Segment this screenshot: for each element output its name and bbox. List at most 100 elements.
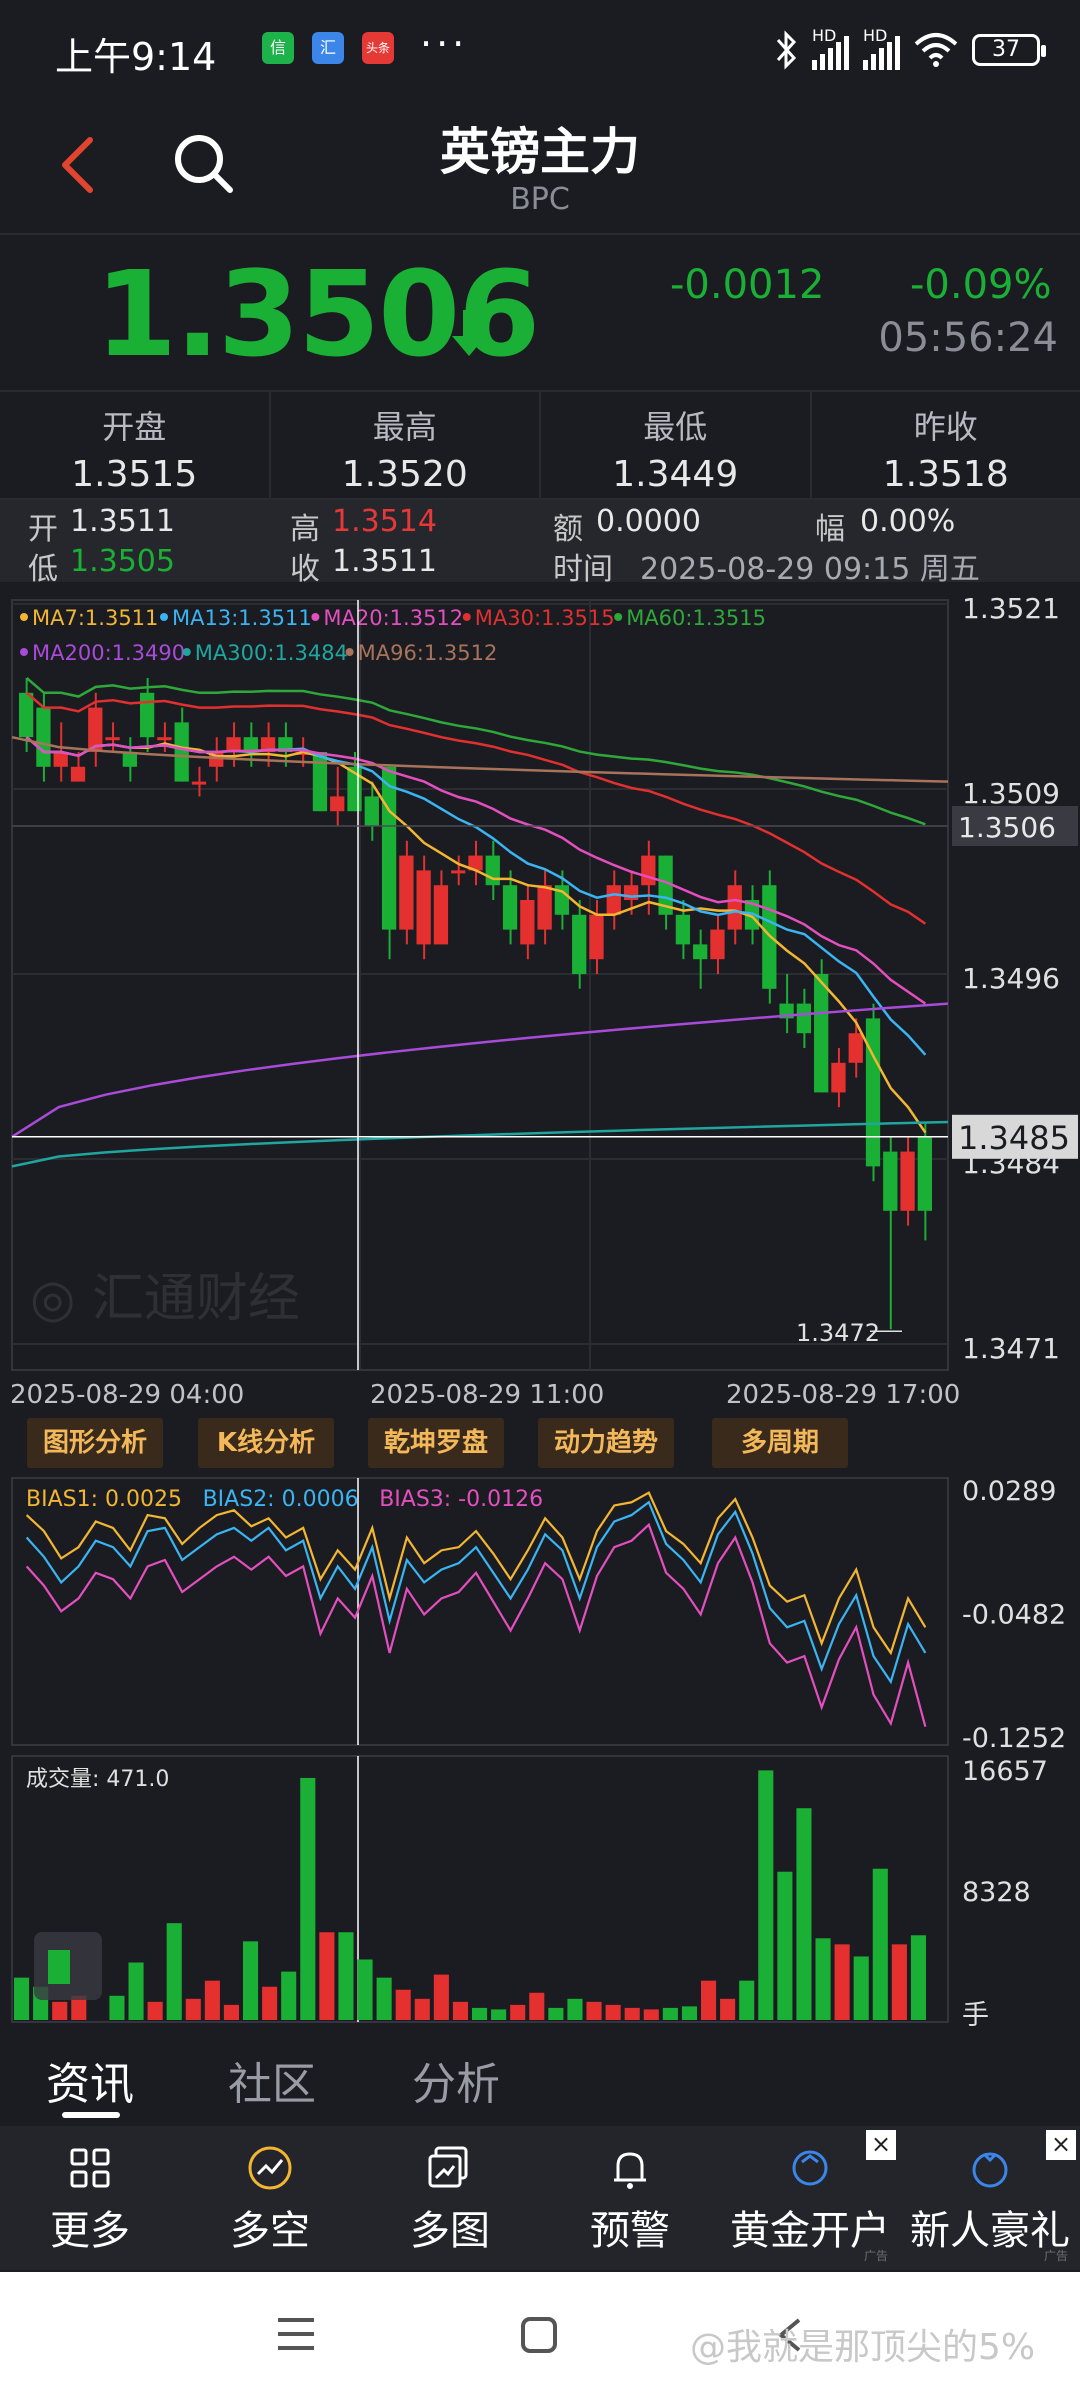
current-price-tag: 1.3506 [958, 811, 1056, 844]
ohlc-summary: 开盘 1.3515 最高 1.3520 最低 1.3449 昨收 1.3518 [0, 390, 1080, 500]
search-icon[interactable] [168, 128, 240, 200]
close-ad-icon[interactable]: × [866, 2130, 896, 2160]
candlestick-panel: 1.35211.35091.34961.34841.34712025-08-29… [10, 592, 1078, 1410]
home-icon[interactable] [520, 2316, 558, 2354]
volume-bar [52, 2001, 68, 2020]
toolbar-alert[interactable]: 预警 [540, 2126, 720, 2270]
candle-body [105, 737, 120, 741]
low-marker-label: 1.3472 [796, 1319, 880, 1347]
toolbar-longshort-label: 多空 [230, 2208, 310, 2254]
bell-icon [614, 2152, 646, 2189]
menu-icon[interactable] [276, 2316, 316, 2352]
drag-handle-icon-bar [48, 1950, 70, 1984]
candle-body [900, 1151, 915, 1211]
candle-body [572, 914, 587, 974]
info-amp: 0.00% [860, 504, 956, 539]
kline-chart[interactable]: 1.35211.35091.34961.34841.34712025-08-29… [0, 590, 1080, 2030]
bar-info-strip: 开 1.3511 高 1.3514 额 0.0000 幅 0.00% 低 1.3… [0, 500, 1080, 587]
quote-time: 05:56:24 [878, 315, 1058, 361]
volume-bar [281, 1971, 297, 2020]
candle-body [606, 885, 621, 915]
candle-body [157, 737, 172, 741]
volume-unit: 手 [962, 2000, 989, 2030]
volume-bar [643, 2009, 659, 2020]
candle-body [693, 944, 708, 960]
bias-panel-frame [11, 1477, 949, 1746]
legend-dot [462, 613, 471, 621]
ohlc-high-label: 最高 [372, 408, 437, 446]
toolbar-longshort[interactable]: 多空 [180, 2126, 360, 2270]
candle-body [883, 1151, 898, 1211]
main-panel-frame [11, 599, 949, 1371]
main-y-tick: 1.3496 [962, 962, 1060, 995]
candle-body [191, 781, 207, 785]
kline-analysis-button[interactable]: K线分析 [198, 1418, 334, 1468]
bias-line [25, 1500, 927, 1685]
content-tabs: 资讯 社区 分析 [0, 2040, 1080, 2120]
candle-body [710, 929, 725, 960]
candle-body [70, 766, 86, 782]
bottom-toolbar: 更多 多空 多图 预警 黄金开户 × 广告 新人豪礼 × 广告 [0, 2126, 1080, 2270]
candle-body [226, 737, 241, 752]
back-icon[interactable] [775, 2316, 805, 2354]
candle-body [36, 707, 51, 767]
legend-entry: MA20:1.3512 [323, 606, 463, 630]
compass-button[interactable]: 乾坤罗盘 [368, 1418, 504, 1468]
volume-bar [548, 2007, 564, 2020]
tab-analysis[interactable]: 分析 [412, 2059, 500, 2110]
volume-bar [567, 1998, 583, 2020]
volume-bar [910, 1935, 926, 2020]
candle-body [623, 885, 639, 900]
volume-bar [433, 1974, 449, 2020]
chart-watermark: ◎ 汇通财经 [30, 1269, 300, 1329]
info-high-label: 高 [290, 512, 320, 547]
candle-body [917, 1136, 932, 1211]
volume-bar [376, 1977, 392, 2020]
page-title: 英镑主力 [440, 123, 640, 181]
main-x-tick: 2025-08-29 17:00 [726, 1380, 960, 1410]
tab-community[interactable]: 社区 [228, 2059, 316, 2110]
ma-line [25, 736, 927, 1005]
back-arrow-icon[interactable] [50, 130, 110, 200]
bluetooth-icon [776, 30, 797, 70]
candle-body [295, 752, 310, 755]
multi-period-button[interactable]: 多周期 [712, 1418, 848, 1468]
momentum-trend-button[interactable]: 动力趋势 [538, 1418, 674, 1468]
legend-entry: MA30:1.3515 [475, 606, 615, 630]
volume-bar [204, 1980, 220, 2020]
toolbar-multichart[interactable]: 多图 [360, 2126, 540, 2270]
pattern-analysis-button[interactable]: 图形分析 [27, 1418, 163, 1468]
bias-panel: 0.0289 -0.0482 -0.1252 BIAS1: 0.0025 BIAS2: … [11, 1476, 1066, 1754]
ohlc-prev-close: 昨收 1.3518 [812, 392, 1080, 498]
ohlc-high: 最高 1.3520 [271, 392, 541, 498]
ohlc-low: 最低 1.3449 [541, 392, 812, 498]
toolbar-gift[interactable]: 新人豪礼 × 广告 [900, 2126, 1080, 2270]
crosshair-price-tag: 1.3485 [958, 1119, 1070, 1157]
info-open-label: 开 [28, 512, 58, 547]
ohlc-open-label: 开盘 [102, 408, 167, 446]
volume-bar [147, 2001, 163, 2020]
toolbar-more[interactable]: 更多 [0, 2126, 180, 2270]
candle-body [727, 885, 742, 930]
down-arrow-icon [452, 310, 486, 356]
ohlc-open: 开盘 1.3515 [0, 392, 271, 498]
app-badge-2: 汇 [312, 32, 344, 64]
candle-body [243, 737, 258, 752]
volume-bar [815, 1938, 831, 2020]
main-x-tick: 2025-08-29 04:00 [10, 1380, 244, 1410]
info-amount: 0.0000 [596, 504, 701, 539]
volume-bar [796, 1808, 812, 2020]
main-y-tick: 1.3521 [962, 592, 1060, 625]
legend-entry: MA300:1.3484 [195, 641, 348, 665]
battery-icon: 37 [972, 34, 1046, 66]
toolbar-multichart-label: 多图 [410, 2208, 490, 2254]
toolbar-gold-account[interactable]: 黄金开户 × 广告 [720, 2126, 900, 2270]
tab-news[interactable]: 资讯 [46, 2059, 134, 2110]
info-time-label: 时间 [553, 552, 613, 587]
close-ad-icon[interactable]: × [1046, 2130, 1076, 2160]
candle-body [485, 855, 500, 886]
candle-body [589, 914, 604, 960]
candle-body [831, 1062, 846, 1093]
volume-bar [472, 2007, 488, 2020]
price-change-pct: -0.09% [910, 262, 1052, 308]
